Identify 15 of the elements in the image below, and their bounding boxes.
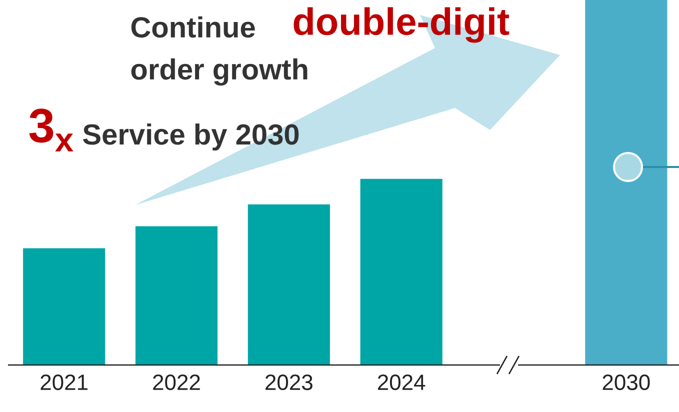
annotation: order growth — [131, 58, 308, 86]
bar — [135, 226, 218, 365]
x-tick-label: 2022 — [153, 374, 200, 390]
x-tick-label: 2023 — [266, 374, 312, 390]
bar — [585, 0, 668, 365]
x-tick-label: 2024 — [378, 374, 426, 390]
x-tick-label: 2021 — [40, 374, 88, 390]
bar — [360, 178, 442, 365]
annotation: Continue — [131, 16, 255, 38]
annotation: double-digit — [294, 7, 510, 43]
annotation: 3$_{x}$ — [29, 108, 74, 152]
bar — [248, 204, 330, 365]
annotation: Service by 2030 — [83, 123, 299, 151]
bar — [23, 248, 106, 365]
x-tick-label: 2030 — [602, 374, 650, 390]
